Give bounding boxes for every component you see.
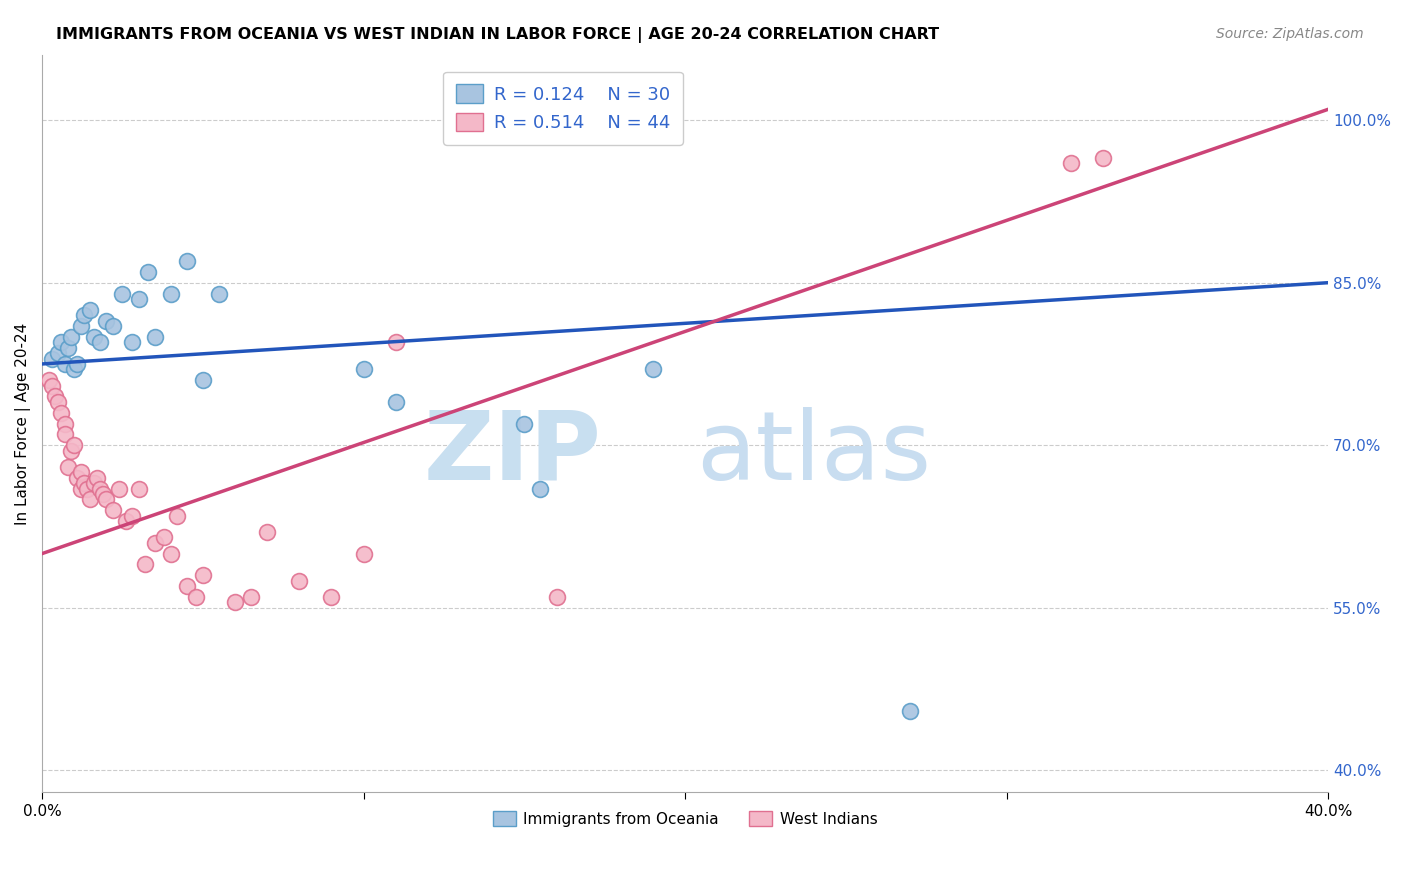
Point <box>128 292 150 306</box>
Point <box>240 590 263 604</box>
Point <box>101 319 124 334</box>
Point <box>288 574 311 588</box>
Point <box>69 465 91 479</box>
Point <box>86 471 108 485</box>
Point <box>46 395 69 409</box>
Point <box>208 286 231 301</box>
Point <box>321 590 343 604</box>
Point <box>41 351 63 366</box>
Point <box>641 362 664 376</box>
Point <box>89 335 111 350</box>
Point <box>111 286 134 301</box>
Point <box>153 530 176 544</box>
Point <box>114 514 136 528</box>
Text: atlas: atlas <box>696 407 931 500</box>
Point <box>46 346 69 360</box>
Point <box>101 503 124 517</box>
Point <box>121 335 143 350</box>
Point <box>41 378 63 392</box>
Point <box>79 302 101 317</box>
Legend: Immigrants from Oceania, West Indians: Immigrants from Oceania, West Indians <box>484 802 887 836</box>
Point <box>96 492 118 507</box>
Point <box>51 406 73 420</box>
Point <box>546 590 568 604</box>
Point <box>60 330 83 344</box>
Point <box>134 558 156 572</box>
Point <box>159 286 181 301</box>
Point <box>353 362 375 376</box>
Point <box>128 482 150 496</box>
Point <box>69 482 91 496</box>
Point <box>53 427 76 442</box>
Point <box>108 482 131 496</box>
Text: Source: ZipAtlas.com: Source: ZipAtlas.com <box>1216 27 1364 41</box>
Point <box>73 476 96 491</box>
Point <box>89 482 111 496</box>
Point <box>191 373 214 387</box>
Point <box>191 568 214 582</box>
Point <box>121 508 143 523</box>
Point <box>384 395 406 409</box>
Point <box>66 357 89 371</box>
Point <box>69 319 91 334</box>
Point <box>256 524 278 539</box>
Point <box>73 308 96 322</box>
Point <box>224 595 246 609</box>
Point <box>513 417 536 431</box>
Point <box>898 704 921 718</box>
Point <box>56 459 79 474</box>
Text: IMMIGRANTS FROM OCEANIA VS WEST INDIAN IN LABOR FORCE | AGE 20-24 CORRELATION CH: IMMIGRANTS FROM OCEANIA VS WEST INDIAN I… <box>56 27 939 43</box>
Point <box>51 335 73 350</box>
Point <box>384 335 406 350</box>
Point <box>66 471 89 485</box>
Point <box>176 579 198 593</box>
Point <box>38 373 60 387</box>
Point <box>83 330 105 344</box>
Point <box>79 492 101 507</box>
Point <box>353 547 375 561</box>
Point <box>76 482 98 496</box>
Point <box>186 590 208 604</box>
Point <box>166 508 188 523</box>
Point <box>56 341 79 355</box>
Point <box>136 265 159 279</box>
Point <box>1092 151 1115 165</box>
Point <box>60 443 83 458</box>
Text: ZIP: ZIP <box>423 407 602 500</box>
Point <box>91 487 114 501</box>
Point <box>176 254 198 268</box>
Point <box>143 535 166 549</box>
Point <box>83 476 105 491</box>
Point <box>63 362 86 376</box>
Point <box>143 330 166 344</box>
Point <box>1060 156 1083 170</box>
Point <box>63 438 86 452</box>
Y-axis label: In Labor Force | Age 20-24: In Labor Force | Age 20-24 <box>15 322 31 524</box>
Point <box>53 417 76 431</box>
Point <box>529 482 551 496</box>
Point <box>53 357 76 371</box>
Point <box>96 313 118 327</box>
Point <box>44 389 66 403</box>
Point <box>159 547 181 561</box>
